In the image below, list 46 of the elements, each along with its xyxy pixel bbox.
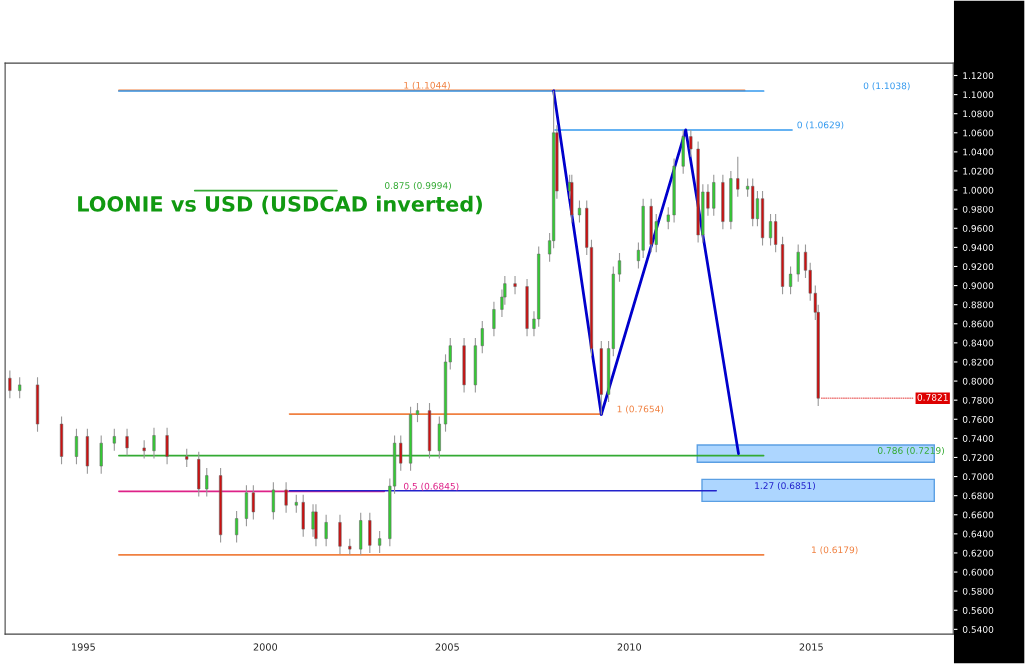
ref-line-label: 0.875 (0.9994) <box>384 181 451 190</box>
y-tick-label: 0.7000 <box>962 473 994 481</box>
y-tick-label: 0.9600 <box>962 225 994 232</box>
y-tick-label: 0.9400 <box>962 244 994 251</box>
y-tick-label: 0.9000 <box>962 282 994 290</box>
y-tick-label: 0.6800 <box>962 492 994 500</box>
y-tick-label: 0.5600 <box>962 606 994 614</box>
y-tick-label: 0.5400 <box>962 626 994 633</box>
y-tick-label: 0.7400 <box>962 435 994 442</box>
y-tick-label: 0.8000 <box>962 377 994 385</box>
y-tick-label: 0.7800 <box>962 396 994 404</box>
y-tick-label: 0.8800 <box>962 301 994 309</box>
x-tick-label: 2010 <box>617 643 642 651</box>
y-tick-label: 0.6000 <box>962 568 994 576</box>
y-tick-label: 1.0200 <box>963 167 994 175</box>
y-tick-label: 1.1000 <box>963 91 994 99</box>
y-tick-label: 0.6600 <box>962 511 994 519</box>
x-tick-label: 2000 <box>253 643 278 651</box>
y-tick-label: 0.6400 <box>962 530 994 538</box>
y-tick-label: 1.1200 <box>963 72 994 80</box>
y-tick-label: 1.0800 <box>963 110 994 118</box>
y-tick-label: 0.6200 <box>962 549 994 557</box>
y-tick-label: 0.5800 <box>962 587 994 595</box>
ref-line-label: 0 (1.1038) <box>863 82 910 91</box>
ref-line-label: 1 (0.6179) <box>812 546 858 555</box>
y-tick-label: 0.8400 <box>962 339 994 347</box>
y-tick-label: 0.9800 <box>962 205 994 213</box>
ref-line-label: 1 (1.1044) <box>404 81 450 90</box>
x-tick-label: 2015 <box>799 643 823 651</box>
y-tick-label: 1.0600 <box>963 129 994 137</box>
y-tick-label: 0.8600 <box>962 320 994 328</box>
ref-line-label: 0 (1.0629) <box>797 121 844 130</box>
text: LOONIE vs USD (USDCAD inverted) <box>78 195 482 215</box>
y-tick-label: 0.8200 <box>962 358 994 366</box>
y-tick-label: 0.7600 <box>962 415 994 423</box>
ref-line-label: 1 (0.7654) <box>617 405 664 414</box>
y-tick-label: 1.0000 <box>963 186 994 194</box>
ref-line-label: 0.5 (0.6845) <box>403 482 459 491</box>
ref-line-label: 1.27 (0.6851) <box>755 482 815 491</box>
y-tick-label: 1.0400 <box>963 148 994 156</box>
y-tick-label: 0.7200 <box>962 454 994 462</box>
y-tick-label: 0.9200 <box>962 263 994 271</box>
x-tick-label: 1995 <box>72 643 95 651</box>
x-tick-label: 2005 <box>435 643 459 651</box>
annotation: 0.7821 <box>917 393 948 401</box>
ref-line-label: 0.786 (0.7219) <box>878 446 944 455</box>
